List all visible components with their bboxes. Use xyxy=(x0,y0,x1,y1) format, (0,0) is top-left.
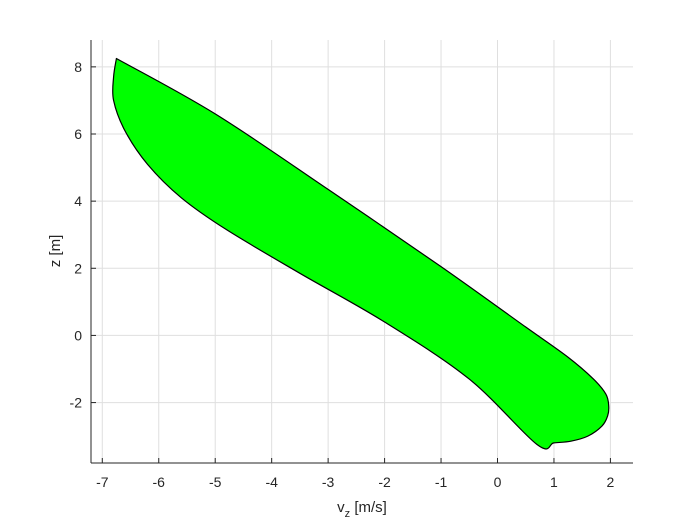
x-axis-label: vz [m/s] xyxy=(337,499,387,520)
x-tick-label: -7 xyxy=(96,474,109,490)
y-tick-label: 8 xyxy=(74,59,82,75)
y-tick-label: 0 xyxy=(74,327,82,343)
x-tick-label: -1 xyxy=(435,474,448,490)
y-tick-labels: -2 0 2 4 6 8 xyxy=(70,59,83,411)
x-tick-label: 0 xyxy=(494,474,502,490)
x-axis-label-main: v xyxy=(337,499,345,516)
region-polygon xyxy=(112,57,610,450)
x-tick-label: -6 xyxy=(153,474,166,490)
x-tick-labels: -7 -6 -5 -4 -3 -2 -1 0 1 2 xyxy=(96,474,614,490)
y-tick-label: 4 xyxy=(74,193,82,209)
x-tick-label: 2 xyxy=(607,474,615,490)
x-axis-label-subscript: z xyxy=(345,508,351,520)
x-tick-label: 1 xyxy=(550,474,558,490)
x-tick-label: -2 xyxy=(378,474,391,490)
x-axis-label-unit: [m/s] xyxy=(350,499,387,516)
y-axis-label: z [m] xyxy=(47,235,64,268)
x-tick-label: -5 xyxy=(209,474,222,490)
x-tick-label: -3 xyxy=(322,474,335,490)
y-tick-label: -2 xyxy=(70,395,83,411)
x-tick-label: -4 xyxy=(265,474,278,490)
y-tick-label: 6 xyxy=(74,126,82,142)
y-tick-label: 2 xyxy=(74,260,82,276)
region-layer xyxy=(112,57,610,450)
axes xyxy=(90,40,633,464)
